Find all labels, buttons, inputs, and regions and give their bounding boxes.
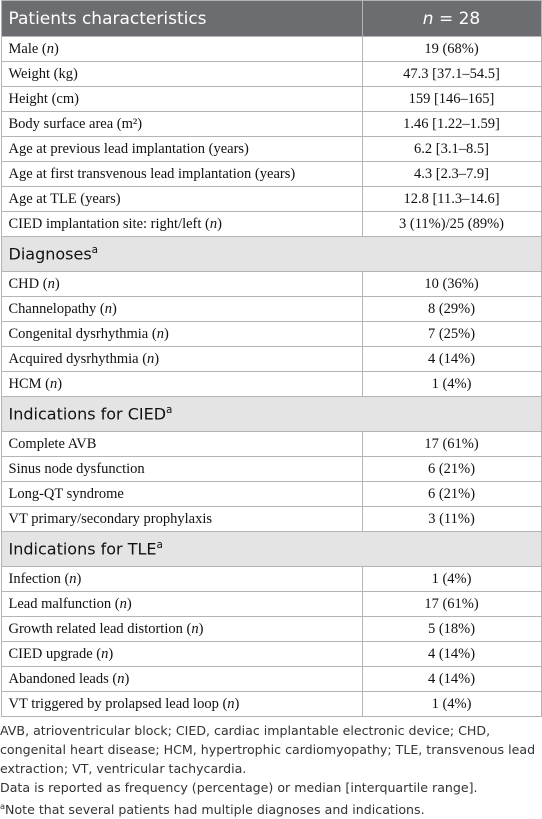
- row: Complete AVB 17 (61%): [0, 431, 542, 457]
- row: Growth related lead distortion (n) 5 (18%…: [0, 616, 542, 642]
- abbreviations: AVB, atrioventricular block; CIED, cardi…: [0, 723, 536, 776]
- row-label: Infection (n): [0, 566, 363, 592]
- row-label: Weight (kg): [0, 61, 363, 87]
- section-title-text: Diagnoses: [8, 244, 92, 264]
- row-value: 6 (21%): [361, 481, 542, 507]
- footnotes: AVB, atrioventricular block; CIED, cardi…: [0, 721, 540, 819]
- row-label: Channelopathy (n): [0, 296, 363, 322]
- section-title-text: Indications for CIED: [8, 404, 167, 424]
- section-row: Diagnosesa: [0, 236, 542, 272]
- section-title: Indications for TLEa: [0, 531, 542, 567]
- row: Sinus node dysfunction 6 (21%): [0, 456, 542, 482]
- row-value: 4 (14%): [361, 666, 542, 692]
- row-value: 1 (4%): [361, 371, 542, 397]
- section-title-text: Indications for TLE: [8, 539, 157, 559]
- row-label: Complete AVB: [0, 431, 363, 457]
- footnote-mark: a: [91, 244, 99, 257]
- row-value: 7 (25%): [361, 321, 542, 347]
- footnote-mark: a: [0, 801, 6, 811]
- row-label: Male (n): [0, 36, 363, 62]
- row: Abandoned leads (n) 4 (14%): [0, 666, 542, 692]
- row-value: 4 (14%): [361, 346, 542, 372]
- row: Height (cm) 159 [146–165]: [0, 86, 542, 112]
- row-value: 6 (21%): [361, 456, 542, 482]
- row-label: HCM (n): [0, 371, 363, 397]
- footnote-mark: a: [156, 539, 163, 552]
- header-value: n = 28: [361, 0, 542, 37]
- row-value: 1 (4%): [361, 691, 542, 717]
- row-label: Sinus node dysfunction: [0, 456, 363, 482]
- row-label: Growth related lead distortion (n): [0, 616, 363, 642]
- row: Long-QT syndrome 6 (21%): [0, 481, 542, 507]
- row-value: 3 (11%): [361, 506, 542, 532]
- row: Weight (kg) 47.3 [37.1–54.5]: [0, 61, 542, 87]
- row-label: VT triggered by prolapsed lead loop (n): [0, 691, 363, 717]
- note-text: Note that several patients had multiple …: [5, 802, 425, 818]
- row: VT primary/secondary prophylaxis 3 (11%): [0, 506, 542, 532]
- row-label: CIED implantation site: right/left (n): [0, 211, 363, 237]
- row-value: 1.46 [1.22–1.59]: [361, 111, 542, 137]
- row: CIED upgrade (n) 4 (14%): [0, 641, 542, 667]
- row-value: 159 [146–165]: [361, 86, 542, 112]
- row: Age at TLE (years) 12.8 [11.3–14.6]: [0, 186, 542, 212]
- header-row: Patients characteristics n = 28: [0, 0, 542, 37]
- table: Patients characteristics n = 28 Male (n) 19…: [0, 0, 542, 717]
- section-title: Diagnosesa: [0, 236, 542, 272]
- row: Age at previous lead implantation (years…: [0, 136, 542, 162]
- row-value: 8 (29%): [361, 296, 542, 322]
- row-value: 17 (61%): [361, 431, 542, 457]
- row-label: Age at previous lead implantation (years…: [0, 136, 363, 162]
- row: Congenital dysrhythmia (n) 7 (25%): [0, 321, 542, 347]
- row-label: Acquired dysrhythmia (n): [0, 346, 363, 372]
- data-note: Data is reported as frequency (percentag…: [0, 780, 478, 795]
- note: aNote that several patients had multiple…: [0, 797, 540, 819]
- row-value: 10 (36%): [361, 271, 542, 297]
- row-value: 4.3 [2.3–7.9]: [361, 161, 542, 187]
- row: Channelopathy (n) 8 (29%): [0, 296, 542, 322]
- row-value: 17 (61%): [361, 591, 542, 617]
- row-label: Body surface area (m²): [0, 111, 363, 137]
- row-label: Age at TLE (years): [0, 186, 363, 212]
- row-label: Congenital dysrhythmia (n): [0, 321, 363, 347]
- row-label: Age at first transvenous lead implantati…: [0, 161, 363, 187]
- row: HCM (n) 1 (4%): [0, 371, 542, 397]
- section-row: Indications for TLEa: [0, 531, 542, 567]
- row-value: 47.3 [37.1–54.5]: [361, 61, 542, 87]
- row-value: 4 (14%): [361, 641, 542, 667]
- row-label: Height (cm): [0, 86, 363, 112]
- row-label: Abandoned leads (n): [0, 666, 363, 692]
- row-label: Long-QT syndrome: [0, 481, 363, 507]
- section-title: Indications for CIEDa: [0, 396, 542, 432]
- row-value: 19 (68%): [361, 36, 542, 62]
- footnote-mark: a: [166, 404, 173, 417]
- row: CIED implantation site: right/left (n) 3 …: [0, 211, 542, 237]
- row: Acquired dysrhythmia (n) 4 (14%): [0, 346, 542, 372]
- row-value: 12.8 [11.3–14.6]: [361, 186, 542, 212]
- row: Male (n) 19 (68%): [0, 36, 542, 62]
- row: Age at first transvenous lead implantati…: [0, 161, 542, 187]
- row: Body surface area (m²) 1.46 [1.22–1.59]: [0, 111, 542, 137]
- row: Infection (n) 1 (4%): [0, 566, 542, 592]
- row-label: Lead malfunction (n): [0, 591, 363, 617]
- row-value: 1 (4%): [361, 566, 542, 592]
- row-label: CHD (n): [0, 271, 363, 297]
- row: CHD (n) 10 (36%): [0, 271, 542, 297]
- row: Lead malfunction (n) 17 (61%): [0, 591, 542, 617]
- header-label: Patients characteristics: [0, 0, 363, 37]
- row-value: 6.2 [3.1–8.5]: [361, 136, 542, 162]
- row: VT triggered by prolapsed lead loop (n) 1…: [0, 691, 542, 717]
- row-label: CIED upgrade (n): [0, 641, 363, 667]
- row-value: 5 (18%): [361, 616, 542, 642]
- section-row: Indications for CIEDa: [0, 396, 542, 432]
- row-value: 3 (11%)/25 (89%): [361, 211, 542, 237]
- row-label: VT primary/secondary prophylaxis: [0, 506, 363, 532]
